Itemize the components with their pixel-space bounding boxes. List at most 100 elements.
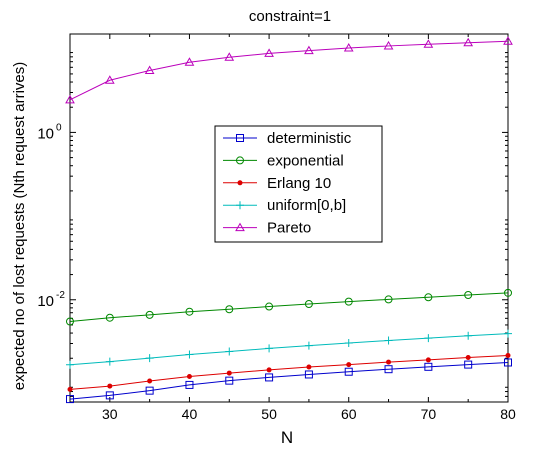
y-axis-label: expected no of lost requests (Nth reques… bbox=[11, 62, 28, 391]
series-erlang-10 bbox=[67, 352, 511, 392]
square-marker bbox=[185, 380, 194, 389]
triangle-marker bbox=[423, 39, 434, 48]
plus-marker bbox=[464, 331, 473, 340]
x-tick-label: 30 bbox=[102, 406, 118, 422]
triangle-marker bbox=[224, 52, 235, 61]
square-marker bbox=[424, 362, 433, 371]
circle-marker bbox=[344, 297, 353, 306]
legend-label: Pareto bbox=[267, 220, 311, 237]
legend-label: exponential bbox=[267, 152, 344, 169]
x-tick-label: 80 bbox=[500, 406, 516, 422]
triangle-marker bbox=[184, 57, 195, 66]
square-marker bbox=[504, 358, 512, 367]
legend: deterministic exponential Erlang 10 uniform… bbox=[214, 125, 383, 243]
x-tick-label: 40 bbox=[182, 406, 198, 422]
dot-marker bbox=[237, 180, 243, 186]
plus-marker bbox=[344, 339, 353, 348]
legend-entry: uniform[0,b] bbox=[223, 197, 346, 214]
series-exponential bbox=[66, 288, 512, 326]
series-line bbox=[69, 361, 509, 400]
triangle-marker bbox=[65, 94, 75, 104]
dot-marker bbox=[505, 352, 511, 358]
plus-marker bbox=[304, 341, 313, 350]
square-marker bbox=[145, 386, 154, 395]
plus-marker bbox=[66, 360, 74, 369]
circle-marker bbox=[105, 313, 114, 322]
triangle-marker bbox=[503, 36, 513, 45]
square-marker bbox=[66, 395, 74, 404]
dot-marker bbox=[67, 386, 73, 392]
triangle-marker bbox=[264, 48, 274, 57]
series-line bbox=[69, 292, 509, 322]
x-tick-label: 70 bbox=[421, 406, 437, 422]
y-tick-label: 10 bbox=[37, 293, 54, 310]
dot-marker bbox=[306, 364, 312, 370]
dot-marker bbox=[465, 355, 471, 361]
square-marker bbox=[105, 391, 114, 400]
triangle-marker bbox=[235, 222, 245, 232]
legend-entry: deterministic bbox=[223, 130, 352, 147]
circle-marker bbox=[464, 290, 473, 299]
plus-marker bbox=[225, 347, 234, 356]
series-line bbox=[69, 40, 509, 101]
chart-title: constraint=1 bbox=[249, 8, 331, 25]
series-layer bbox=[65, 36, 513, 404]
series-deterministic bbox=[66, 358, 512, 404]
triangle-marker bbox=[383, 40, 394, 50]
y-tick-label: 10 bbox=[37, 125, 54, 142]
circle-marker bbox=[304, 299, 313, 308]
plus-marker bbox=[424, 334, 433, 343]
square-marker bbox=[464, 360, 473, 369]
x-tick-label: 50 bbox=[261, 406, 277, 422]
series-line bbox=[69, 333, 509, 366]
square-marker bbox=[384, 365, 393, 374]
series-pareto bbox=[65, 36, 513, 104]
series-uniform-0-b- bbox=[66, 329, 512, 369]
y-tick-exponent: -2 bbox=[56, 290, 65, 301]
y-tick-exponent: 0 bbox=[56, 122, 62, 133]
plus-marker bbox=[145, 354, 154, 363]
triangle-marker bbox=[463, 37, 474, 47]
square-marker bbox=[236, 134, 244, 142]
plus-marker bbox=[384, 336, 393, 345]
legend-entry: exponential bbox=[223, 152, 344, 169]
dot-marker bbox=[107, 383, 113, 389]
plus-marker bbox=[105, 357, 114, 366]
plus-marker bbox=[185, 350, 194, 359]
dot-marker bbox=[186, 374, 192, 380]
circle-marker bbox=[145, 310, 154, 319]
circle-marker bbox=[185, 307, 194, 316]
circle-marker bbox=[424, 293, 433, 302]
triangle-marker bbox=[144, 65, 155, 74]
circle-marker bbox=[66, 317, 74, 326]
x-axis-label: N bbox=[281, 428, 293, 447]
square-marker bbox=[344, 367, 353, 376]
dot-marker bbox=[346, 362, 352, 368]
square-marker bbox=[304, 370, 313, 379]
dot-marker bbox=[266, 367, 272, 373]
legend-entry: Erlang 10 bbox=[223, 175, 331, 192]
legend-label: Erlang 10 bbox=[267, 175, 331, 192]
plus-marker bbox=[265, 344, 274, 353]
plus-marker bbox=[236, 201, 244, 210]
dot-marker bbox=[226, 370, 232, 376]
legend-label: deterministic bbox=[267, 130, 352, 147]
circle-marker bbox=[504, 288, 512, 297]
circle-marker bbox=[384, 295, 393, 304]
legend-box bbox=[214, 125, 383, 243]
plus-marker bbox=[504, 329, 512, 338]
dot-marker bbox=[147, 378, 153, 384]
square-marker bbox=[225, 376, 234, 385]
triangle-marker bbox=[343, 43, 354, 52]
triangle-marker bbox=[304, 45, 314, 55]
circle-marker bbox=[236, 156, 244, 165]
circle-marker bbox=[225, 305, 234, 314]
x-tick-label: 60 bbox=[341, 406, 357, 422]
legend-label: uniform[0,b] bbox=[267, 197, 346, 214]
triangle-marker bbox=[104, 75, 115, 84]
dot-marker bbox=[386, 359, 392, 365]
legend-entry: Pareto bbox=[223, 220, 311, 237]
circle-marker bbox=[265, 302, 274, 311]
